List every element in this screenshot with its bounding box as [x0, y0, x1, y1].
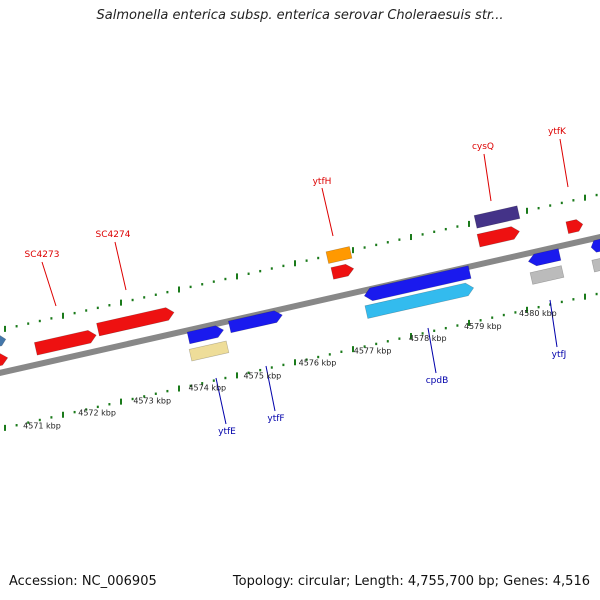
- gene-label-ytff: ytfF: [267, 414, 284, 424]
- gene-arrow: [473, 205, 521, 229]
- topology-label: Topology: circular; Length: 4,755,700 bp…: [232, 574, 590, 589]
- gene-body: [186, 325, 225, 345]
- gene-body: [330, 263, 355, 280]
- scale-labels: 4571 kbp 4572 kbp 4573 kbp 4574 kbp 4575 kbp…: [23, 309, 557, 431]
- gene-body: [33, 330, 97, 356]
- accession-label: Accession: NC_006905: [9, 574, 157, 589]
- gene-body: [476, 226, 520, 248]
- gene-arrow: [33, 330, 97, 356]
- gene-arrow: [591, 257, 600, 273]
- gene-arrow: [363, 265, 472, 302]
- callout-line: [559, 138, 569, 188]
- gene-body: [363, 265, 472, 302]
- gene-arrow: [590, 238, 600, 253]
- gene-arrow: [227, 310, 283, 334]
- callout-line: [114, 241, 127, 291]
- callout-line: [549, 299, 558, 348]
- scale-label: 4574 kbp: [188, 384, 226, 393]
- gene-arrow: [476, 226, 520, 248]
- gene-callouts: SC4273 SC4274 ytfH cysQ ytfK ytfE ytfF cpdB ytfJ: [25, 127, 569, 437]
- callout-line: [215, 377, 227, 425]
- scale-label: 4577 kbp: [354, 347, 392, 356]
- gene-body: [565, 219, 584, 234]
- scale-label: 4579 kbp: [464, 322, 502, 331]
- gene-body: [0, 353, 9, 369]
- gene-body: [473, 205, 521, 229]
- gene-arrow: [565, 219, 584, 234]
- scale-label: 4576 kbp: [299, 359, 337, 368]
- gene-body: [188, 340, 230, 362]
- gene-body: [591, 257, 600, 273]
- gene-arrow: [364, 282, 475, 319]
- callout-line: [483, 153, 492, 202]
- scale-label: 4575 kbp: [244, 372, 282, 381]
- scale-label: 4572 kbp: [78, 409, 116, 418]
- gene-label-cpdb: cpdB: [426, 376, 449, 386]
- callout-line: [41, 261, 57, 307]
- gene-body: [529, 265, 565, 285]
- gene-body: [0, 334, 7, 349]
- scale-label: 4573 kbp: [133, 397, 171, 406]
- gene-arrow: [330, 263, 355, 280]
- gene-label-ytfj: ytfJ: [552, 350, 567, 360]
- gene-label-sc4274: SC4274: [96, 230, 131, 240]
- gene-body: [96, 307, 175, 337]
- callout-line: [321, 187, 334, 237]
- gene-body: [325, 246, 353, 264]
- gene-arrow: [188, 340, 230, 362]
- gene-body: [227, 310, 283, 334]
- gene-label-ytfe: ytfE: [218, 427, 236, 437]
- gene-label-ytfh: ytfH: [313, 177, 332, 187]
- tick-marks: [4, 193, 598, 431]
- map-title: Salmonella enterica subsp. enterica sero…: [96, 8, 504, 23]
- gene-body: [590, 238, 600, 253]
- scale-label: 4578 kbp: [409, 334, 447, 343]
- gene-arrow: [0, 353, 9, 369]
- gene-body: [527, 248, 562, 267]
- scale-label: 4580 kbp: [519, 309, 557, 318]
- backbone-line: [0, 234, 600, 376]
- gene-arrow: [529, 265, 565, 285]
- callout-line: [265, 365, 276, 412]
- scale-label: 4571 kbp: [23, 421, 61, 430]
- gene-arrow: [96, 307, 175, 337]
- gene-body: [364, 282, 475, 319]
- gene-label-ytfk: ytfK: [548, 127, 567, 137]
- gene-label-sc4273: SC4273: [25, 250, 60, 260]
- gene-arrow: [527, 248, 562, 267]
- gene-arrow: [186, 325, 225, 345]
- gene-arrow: [325, 246, 353, 264]
- callout-line: [427, 327, 437, 374]
- gene-label-cysq: cysQ: [472, 142, 494, 152]
- gene-features: [0, 205, 600, 369]
- gene-arrow: [0, 334, 7, 349]
